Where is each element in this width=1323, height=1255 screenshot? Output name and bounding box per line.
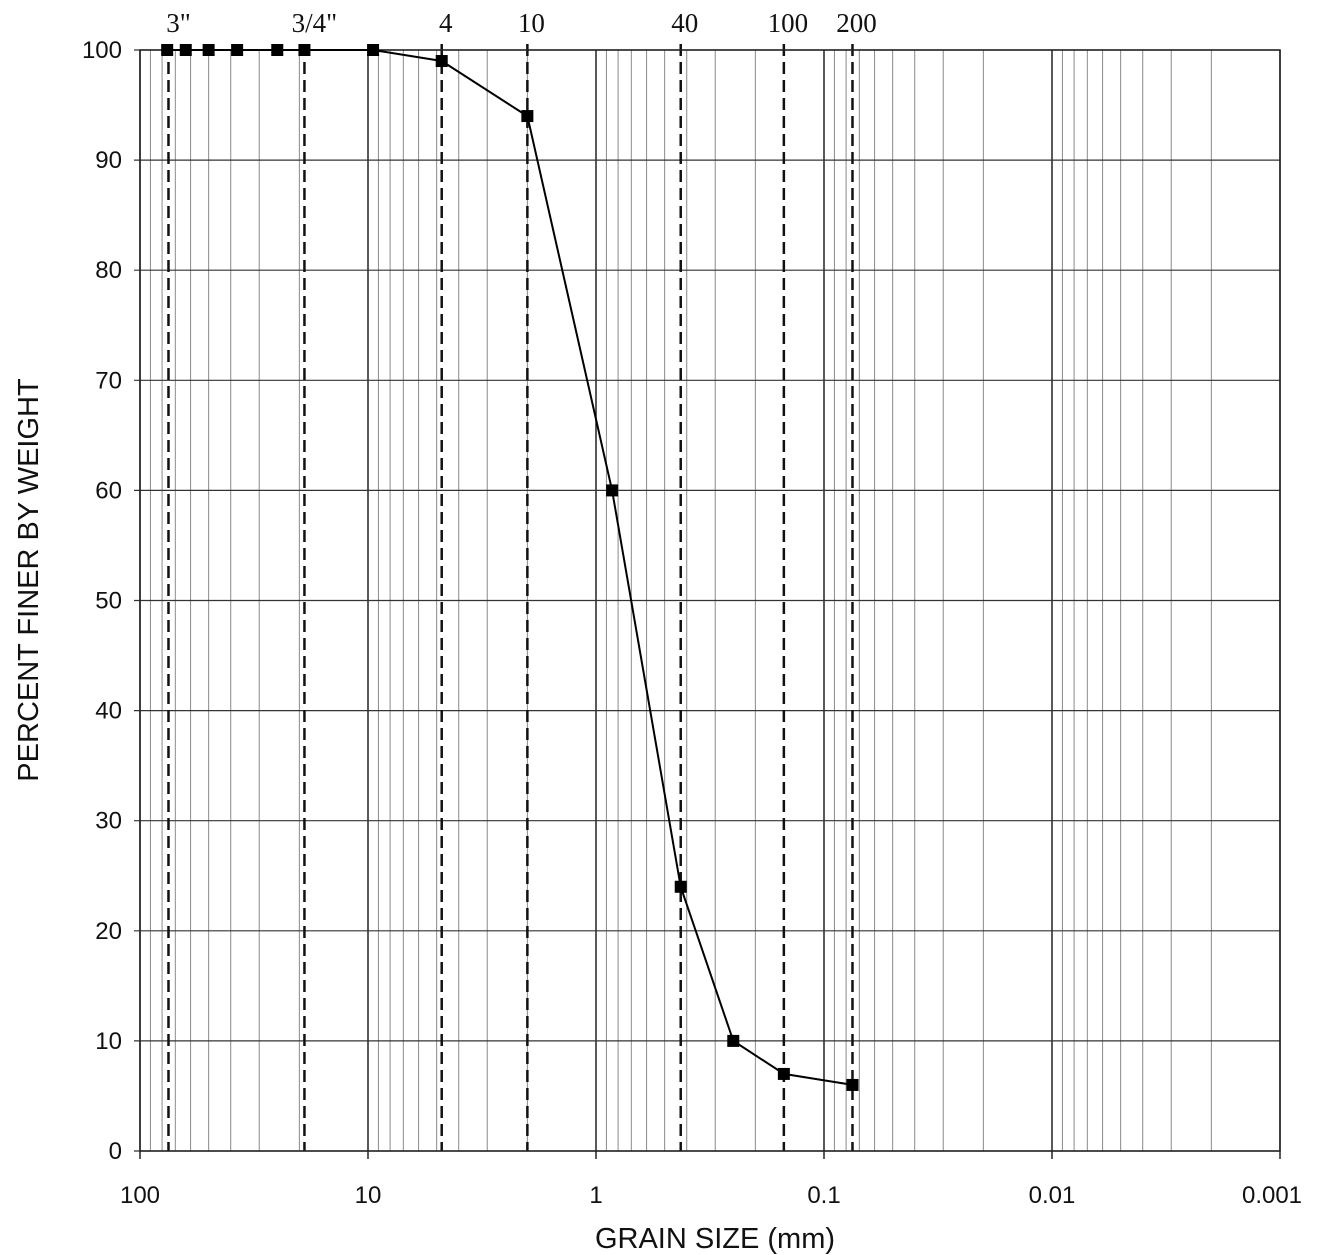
x-tick-label: 100	[120, 1182, 160, 1209]
data-point	[674, 880, 687, 893]
data-point	[161, 44, 174, 56]
sieve-label: 4	[439, 8, 453, 38]
sieve-label: 40	[671, 8, 698, 38]
sieve-label: 3"	[166, 8, 191, 38]
y-tick-label: 80	[95, 257, 122, 284]
y-tick-label: 40	[95, 698, 122, 725]
x-tick-labels: 100 10 1 0.1 0.01 0.001	[120, 1182, 1302, 1209]
y-tick-label: 10	[95, 1028, 122, 1055]
sieve-lines	[167, 44, 854, 1151]
data-point	[777, 1067, 790, 1080]
y-tick-label: 60	[95, 477, 122, 504]
y-tick-label: 50	[95, 588, 122, 615]
data-point	[521, 110, 534, 123]
data-point	[271, 44, 284, 56]
y-tick-label: 70	[95, 367, 122, 394]
plot-frame	[139, 49, 1281, 1152]
data-point	[298, 44, 311, 56]
x-axis-title: GRAIN SIZE (mm)	[595, 1223, 835, 1255]
y-tick-label: 0	[109, 1138, 122, 1165]
data-point	[606, 484, 619, 497]
sieve-label: 3/4"	[292, 8, 338, 38]
sieve-labels: 3" 3/4" 4 10 40 100 200	[166, 8, 877, 38]
data-point	[846, 1078, 859, 1091]
sieve-label: 200	[836, 8, 877, 38]
x-tick-label: 1	[589, 1182, 602, 1209]
y-tick-label: 30	[95, 808, 122, 835]
y-tick-label: 100	[82, 37, 122, 64]
sieve-label: 10	[518, 8, 545, 38]
data-point	[179, 44, 192, 56]
x-tick-label: 0.001	[1242, 1182, 1302, 1209]
data-point	[202, 44, 215, 56]
data-point	[231, 44, 244, 56]
y-tick-label: 20	[95, 918, 122, 945]
x-tick-label: 10	[355, 1182, 382, 1209]
y-tick-labels: 0 10 20 30 40 50 60 70 80 90 100	[82, 37, 122, 1165]
y-axis-title: PERCENT FINER BY WEIGHT	[13, 378, 45, 782]
x-tick-label: 0.1	[807, 1182, 840, 1209]
sieve-label: 100	[768, 8, 809, 38]
x-tick-label: 0.01	[1029, 1182, 1076, 1209]
series-group	[161, 44, 859, 1091]
data-point	[435, 55, 448, 68]
y-tick-label: 90	[95, 147, 122, 174]
data-point	[727, 1034, 740, 1047]
data-point	[367, 44, 380, 56]
